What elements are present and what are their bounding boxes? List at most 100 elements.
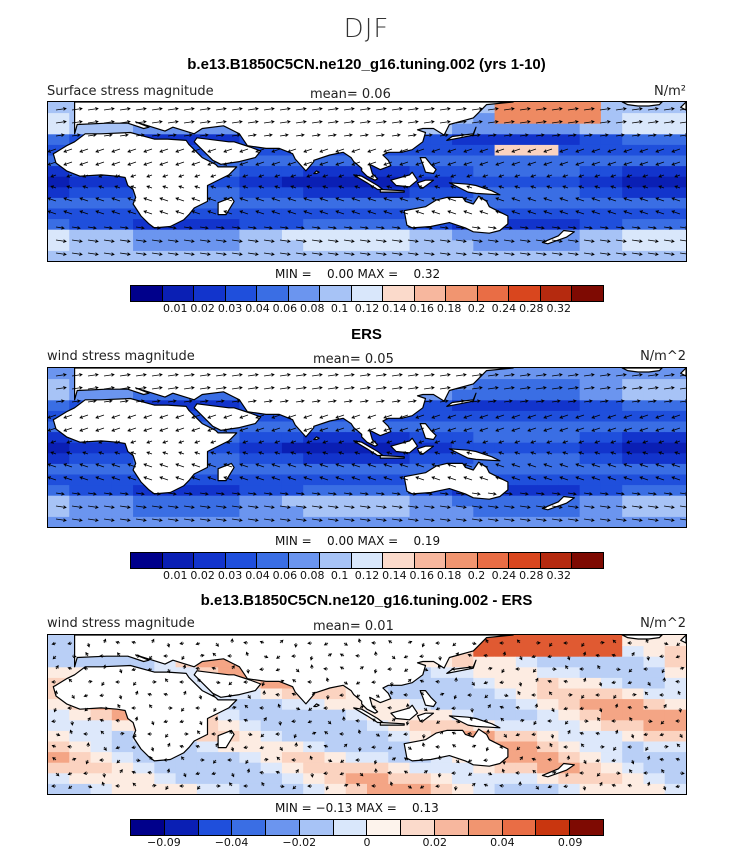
panel-1-minmax: MIN = 0.00 MAX = 0.32 [275,267,441,281]
colorbar-tick-label: 0.08 [299,569,325,582]
colorbar-swatch [162,286,195,301]
wind-stress-vectors [48,107,686,256]
colorbar-tick-label: 0.18 [436,569,462,582]
colorbar-swatch [509,553,541,568]
panel-2-colorbar [130,552,604,569]
colorbar-tick-label: 0.04 [245,569,270,582]
colorbar-swatch [320,553,352,568]
colorbar-tick-label: 0.03 [217,569,243,582]
colorbar-tick-label: 0.28 [519,302,544,315]
colorbar-tick-label: 0.12 [354,569,380,582]
panel-3-units: N/m^2 [640,616,686,631]
colorbar-tick-label: −0.02 [282,836,317,849]
panel-3-colorbar [130,819,604,836]
colorbar-swatch [164,820,199,835]
colorbar-swatch [572,553,603,568]
colorbar-swatch [131,820,165,835]
colorbar-swatch [435,820,469,835]
colorbar-swatch [383,286,415,301]
colorbar-tick-label: 0.06 [272,302,298,315]
colorbar-swatch [299,820,334,835]
panel-2-variable-label: wind stress magnitude [47,349,195,364]
colorbar-tick-label: 0.2 [467,302,486,315]
colorbar-tick-label: 0.24 [491,569,517,582]
colorbar-swatch [162,553,195,568]
colorbar-swatch [320,286,352,301]
colorbar-tick-label: 0.24 [491,302,517,315]
panel-3-variable-label: wind stress magnitude [47,616,195,631]
colorbar-swatch [468,820,503,835]
colorbar-tick-label: 0.06 [272,569,298,582]
wind-stress-vectors [48,373,686,522]
panel-2-title: ERS [351,326,382,343]
panel-1-colorbar [130,285,604,302]
land-masses [52,635,686,778]
panel-1-mean: mean= 0.06 [310,87,391,102]
colorbar-tick-label: 0.14 [382,569,407,582]
panel-3-minmax: MIN = −0.13 MAX = 0.13 [275,801,439,815]
panel-1-units: N/m² [654,84,686,99]
panel-1-variable-label: Surface stress magnitude [47,84,214,99]
panel-3-title: b.e13.B1850C5CN.ne120_g16.tuning.002 - E… [200,592,533,609]
colorbar-tick-label: 0.01 [163,569,188,582]
panel-2-mean: mean= 0.05 [313,352,394,367]
colorbar-swatch [257,286,289,301]
colorbar-swatch [131,553,163,568]
colorbar-swatch [446,553,478,568]
land-masses [52,102,686,245]
colorbar-swatch [536,820,571,835]
colorbar-swatch [333,820,368,835]
colorbar-swatch [351,286,384,301]
colorbar-swatch [288,286,321,301]
colorbar-tick-label: 0.02 [190,302,215,315]
panel-3-map [47,634,687,795]
colorbar-swatch [540,286,573,301]
colorbar-tick-label: 0.09 [557,836,583,849]
colorbar-tick-label: 0.01 [163,302,188,315]
colorbar-swatch [414,553,447,568]
colorbar-tick-label: 0.2 [467,569,486,582]
land-masses [52,368,686,511]
colorbar-swatch [446,286,478,301]
colorbar-swatch [367,820,402,835]
panel-2-minmax: MIN = 0.00 MAX = 0.19 [275,534,441,548]
colorbar-tick-label: 0.02 [190,569,215,582]
wind-stress-vectors [51,638,685,791]
season-title: DJF [343,14,390,44]
colorbar-swatch [414,286,447,301]
colorbar-tick-label: 0.03 [217,302,243,315]
colorbar-tick-label: 0.08 [299,302,325,315]
colorbar-swatch [477,553,510,568]
colorbar-tick-label: 0.04 [490,836,515,849]
colorbar-swatch [540,553,573,568]
colorbar-swatch [257,553,289,568]
colorbar-tick-label: 0.32 [546,569,571,582]
colorbar-swatch [288,553,321,568]
colorbar-tick-label: 0.12 [354,302,380,315]
panel-1-colorbar-ticks: 0.01 0.02 0.03 0.04 0.06 0.08 0.1 0.12 0.14 0.16 0… [130,302,604,316]
colorbar-tick-label: 0 [363,836,371,849]
colorbar-swatch [194,286,226,301]
colorbar-tick-label: 0.32 [546,302,571,315]
colorbar-tick-label: 0.14 [382,302,407,315]
colorbar-tick-label: 0.02 [422,836,447,849]
colorbar-tick-label: −0.04 [214,836,249,849]
colorbar-swatch [570,820,603,835]
panel-3-mean: mean= 0.01 [313,619,394,634]
colorbar-tick-label: 0.16 [409,302,435,315]
panel-1-title: b.e13.B1850C5CN.ne120_g16.tuning.002 (yr… [187,56,546,73]
colorbar-tick-label: 0.18 [436,302,462,315]
panel-3-colorbar-ticks: −0.09 −0.04 −0.02 0 0.02 0.04 0.09 [130,836,604,850]
panel-1-map [47,101,687,262]
colorbar-tick-label: 0.04 [245,302,270,315]
colorbar-swatch [225,286,258,301]
colorbar-swatch [502,820,537,835]
colorbar-swatch [225,553,258,568]
colorbar-swatch [194,553,226,568]
colorbar-swatch [477,286,510,301]
colorbar-swatch [266,820,300,835]
colorbar-swatch [509,286,541,301]
colorbar-swatch [401,820,436,835]
panel-2-colorbar-ticks: 0.01 0.02 0.03 0.04 0.06 0.08 0.1 0.12 0.14 0.16 0… [130,569,604,583]
colorbar-swatch [232,820,267,835]
